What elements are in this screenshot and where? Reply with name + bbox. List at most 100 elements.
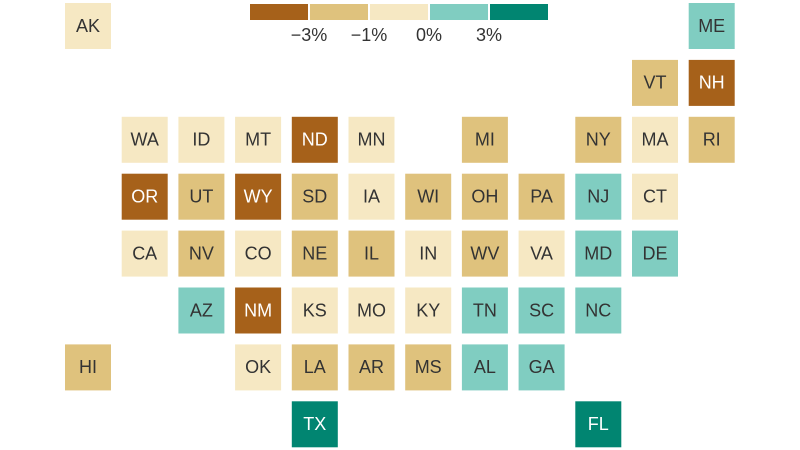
state-label: WY <box>244 186 273 206</box>
state-label: AK <box>76 16 100 36</box>
state-tile <box>65 344 111 391</box>
state-tile <box>461 230 508 277</box>
state-tile <box>291 230 338 277</box>
state-tile <box>291 173 338 220</box>
state-label: CA <box>132 243 157 263</box>
legend-swatch <box>490 4 548 20</box>
state-tile <box>235 344 282 391</box>
state-label: LA <box>304 357 326 377</box>
state-label: WV <box>470 243 499 263</box>
state-tile <box>518 230 565 277</box>
state-tile <box>121 116 168 163</box>
state-tile <box>291 401 338 448</box>
legend-label: −3% <box>291 25 328 45</box>
state-label: VA <box>530 243 553 263</box>
state-label: NH <box>699 73 725 93</box>
state-label: MS <box>415 357 442 377</box>
state-label: SD <box>302 186 327 206</box>
state-label: NY <box>586 130 611 150</box>
state-tile <box>405 173 452 220</box>
state-label: AR <box>359 357 384 377</box>
state-label: KS <box>303 300 327 320</box>
legend-swatch <box>370 4 428 20</box>
state-tile <box>632 116 678 163</box>
state-label: NV <box>189 243 214 263</box>
state-label: PA <box>530 186 553 206</box>
state-tile <box>575 173 622 220</box>
state-tile <box>178 116 225 163</box>
state-tile <box>121 173 168 220</box>
state-tile <box>518 344 565 391</box>
state-tile <box>235 173 282 220</box>
state-label: GA <box>529 357 555 377</box>
state-label: DE <box>642 243 667 263</box>
state-tile <box>405 344 452 391</box>
legend-swatch <box>250 4 308 20</box>
state-label: TN <box>473 300 497 320</box>
state-tile <box>632 59 678 106</box>
state-label: MN <box>358 130 386 150</box>
state-label: NJ <box>587 186 609 206</box>
state-label: ND <box>302 130 328 150</box>
state-tile <box>575 401 622 448</box>
state-label: FL <box>588 414 609 434</box>
state-label: NM <box>244 300 272 320</box>
state-tile <box>348 344 395 391</box>
state-label: NC <box>585 300 611 320</box>
state-tile <box>65 3 111 49</box>
state-tile <box>518 287 565 334</box>
state-label: MT <box>245 130 271 150</box>
state-label: WI <box>417 186 439 206</box>
state-label: IA <box>363 186 380 206</box>
state-tile <box>235 287 282 334</box>
state-label: OK <box>245 357 271 377</box>
state-tile <box>121 230 168 277</box>
state-tile <box>461 344 508 391</box>
legend-swatch <box>430 4 488 20</box>
state-label: HI <box>79 357 97 377</box>
state-tile <box>178 230 225 277</box>
state-tile <box>461 287 508 334</box>
state-label: ME <box>698 16 725 36</box>
state-tile <box>348 287 395 334</box>
state-label: OH <box>471 186 498 206</box>
state-label: ID <box>192 130 210 150</box>
state-tile <box>632 173 678 220</box>
legend-swatch <box>310 4 368 20</box>
state-label: SC <box>529 300 554 320</box>
state-tile <box>235 116 282 163</box>
state-tile <box>688 59 735 106</box>
legend-label: 3% <box>476 25 502 45</box>
state-tile <box>348 230 395 277</box>
state-label: WA <box>131 130 159 150</box>
state-tile <box>348 116 395 163</box>
state-tile <box>235 230 282 277</box>
state-label: VT <box>643 73 666 93</box>
state-tile <box>632 230 678 277</box>
state-label: OR <box>131 186 158 206</box>
state-label: CO <box>245 243 272 263</box>
state-label: IN <box>419 243 437 263</box>
state-tile <box>405 230 452 277</box>
state-label: AZ <box>190 300 213 320</box>
state-tile <box>291 287 338 334</box>
legend-label: −1% <box>351 25 388 45</box>
state-tile <box>688 3 735 49</box>
state-label: CT <box>643 186 667 206</box>
state-label: AL <box>474 357 496 377</box>
state-tile <box>575 287 622 334</box>
state-label: MO <box>357 300 386 320</box>
state-label: MA <box>642 130 669 150</box>
state-label: NE <box>302 243 327 263</box>
legend-label: 0% <box>416 25 442 45</box>
state-label: MI <box>475 130 495 150</box>
state-tile <box>348 173 395 220</box>
state-tile <box>461 173 508 220</box>
state-tile <box>291 344 338 391</box>
state-tile <box>518 173 565 220</box>
state-tile <box>178 173 225 220</box>
state-tile <box>291 116 338 163</box>
state-label: TX <box>303 414 326 434</box>
